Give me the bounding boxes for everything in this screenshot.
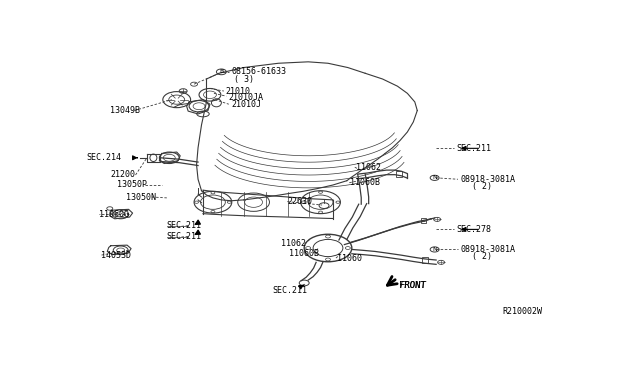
Text: 11060: 11060 (337, 254, 362, 263)
Bar (422, 257, 428, 263)
Text: N: N (432, 247, 437, 252)
Text: 21010: 21010 (225, 87, 250, 96)
Text: 22630: 22630 (287, 197, 312, 206)
Text: 11060G: 11060G (99, 210, 129, 219)
Text: R210002W: R210002W (502, 307, 543, 316)
Text: SEC.211: SEC.211 (456, 144, 491, 153)
Text: 13050P: 13050P (117, 180, 147, 189)
Text: SEC.211: SEC.211 (273, 286, 307, 295)
Text: 08156-61633: 08156-61633 (231, 67, 286, 76)
Text: 11060B: 11060B (289, 248, 319, 258)
Text: 14053D: 14053D (101, 251, 131, 260)
Text: N: N (432, 175, 437, 180)
Text: 21200: 21200 (111, 170, 136, 179)
Text: 13050N: 13050N (125, 193, 156, 202)
Text: 11062: 11062 (356, 163, 381, 172)
Text: FRONT: FRONT (399, 281, 426, 290)
Bar (421, 218, 426, 223)
Text: 21010J: 21010J (231, 100, 261, 109)
Text: SEC.278: SEC.278 (456, 225, 491, 234)
Text: SEC.211: SEC.211 (167, 221, 202, 230)
Text: 13049B: 13049B (110, 106, 140, 115)
Text: 11062: 11062 (281, 239, 306, 248)
Text: 08918-3081A: 08918-3081A (461, 245, 516, 254)
Text: ( 2): ( 2) (472, 182, 492, 191)
Text: SEC.211: SEC.211 (167, 232, 202, 241)
Text: ( 2): ( 2) (472, 252, 492, 261)
Text: B: B (220, 69, 223, 74)
Text: 08918-3081A: 08918-3081A (461, 175, 516, 184)
Text: SEC.214: SEC.214 (86, 153, 121, 162)
Text: ( 3): ( 3) (234, 76, 253, 84)
Text: 21010JA: 21010JA (229, 93, 264, 102)
Text: 11060B: 11060B (350, 178, 380, 187)
Bar (396, 171, 403, 177)
Text: FRONT: FRONT (399, 281, 426, 290)
